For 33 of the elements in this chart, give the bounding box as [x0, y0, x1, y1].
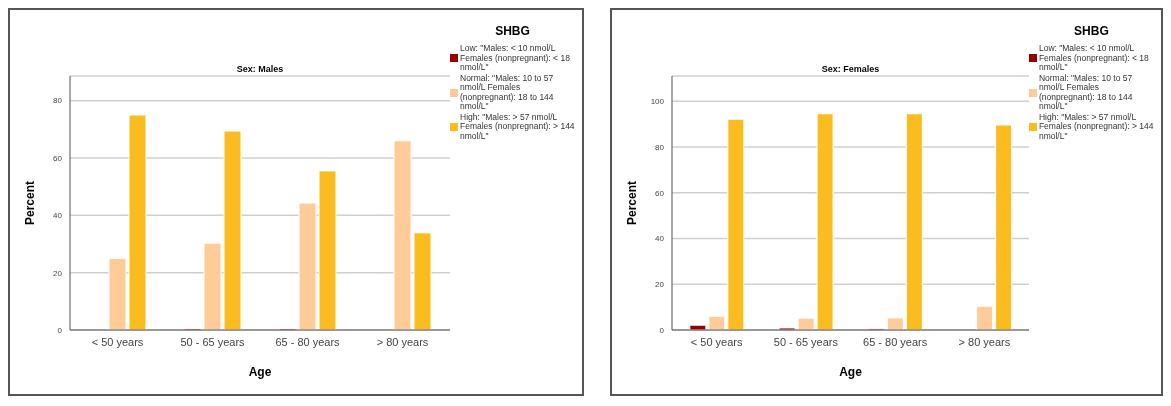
- y-tick-label: 20: [655, 280, 665, 290]
- legend-label: Low: "Males: < 10 nmol/L Females (nonpregnant): < 18 nmol/L": [1038, 43, 1150, 73]
- y-tick-label: 80: [655, 142, 665, 152]
- legend-title: SHBG: [1073, 24, 1110, 38]
- y-tick-label: 0: [57, 325, 63, 335]
- y-tick-label: 40: [655, 234, 665, 244]
- x-tick-label: < 50 years: [91, 335, 144, 348]
- legend-label: Normal: "Males: 10 to 57 nmol/L Females (nonpregnant): 18 to 144 nmol/L": [460, 72, 555, 112]
- y-tick-label: 0: [659, 325, 665, 335]
- legend-label: High: "Males: > 57 nmol/L Females (nonpregnant): > 144 nmol/L": [460, 111, 575, 141]
- x-tick-label: 65 - 80 years: [862, 335, 928, 348]
- legend-title: SHBG: [494, 24, 531, 38]
- legend-label: High: "Males: > 57 nmol/L Females (nonpregnant): > 144 nmol/L": [1038, 111, 1154, 141]
- y-tick-label: 60: [53, 153, 63, 163]
- x-axis-title: Age: [839, 365, 863, 379]
- y-axis-title: Percent: [625, 180, 640, 226]
- x-tick-label: < 50 years: [690, 335, 743, 348]
- chart-title: Sex: Females: [820, 64, 881, 74]
- x-tick-label: 65 - 80 years: [275, 335, 341, 348]
- x-tick-label: 50 - 65 years: [773, 335, 839, 348]
- y-tick-label: 60: [655, 188, 665, 198]
- legend-label: Low: "Males: < 10 nmol/L Females (nonpregnant): < 18 nmol/L": [460, 43, 571, 73]
- x-tick-label: > 80 years: [958, 335, 1011, 348]
- y-tick-label: 40: [53, 211, 63, 221]
- y-tick-label: 100: [650, 97, 665, 107]
- y-tick-label: 80: [53, 96, 63, 106]
- y-axis-title: Percent: [23, 180, 38, 226]
- x-axis-title: Age: [248, 365, 272, 379]
- x-tick-label: 50 - 65 years: [180, 335, 246, 348]
- y-tick-label: 20: [53, 268, 63, 278]
- legend-label: Normal: "Males: 10 to 57 nmol/L Females (nonpregnant): 18 to 144 nmol/L": [1038, 72, 1134, 112]
- chart-title: Sex: Males: [235, 64, 285, 74]
- x-tick-label: > 80 years: [376, 335, 429, 348]
